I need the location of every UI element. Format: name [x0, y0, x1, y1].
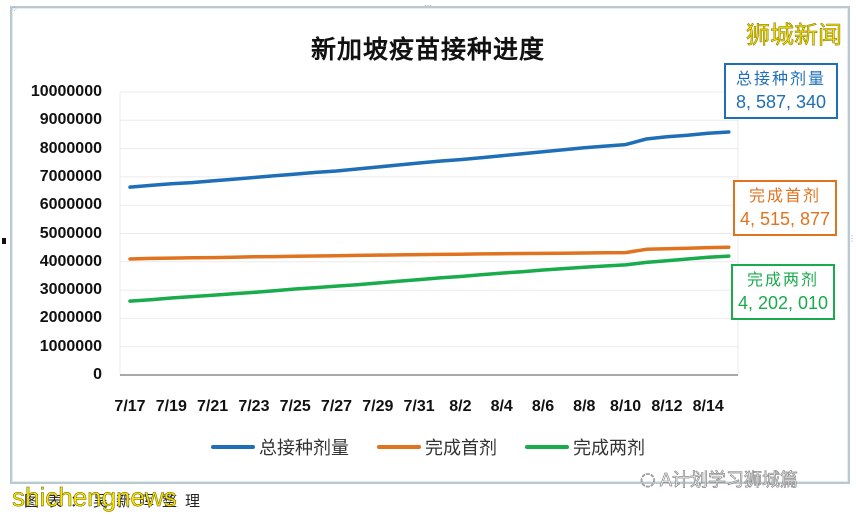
y-tick-label: 9000000	[39, 111, 102, 129]
x-tick-label: 7/25	[279, 398, 311, 415]
callout-label: 完成两剂	[746, 270, 819, 289]
brand-logo: 狮城新闻	[746, 21, 843, 50]
watermark-right-text: A计划学习狮城篇	[659, 470, 799, 492]
x-tick-label: 7/17	[114, 398, 146, 415]
series-lines	[128, 130, 731, 303]
x-tick-label: 8/2	[449, 398, 472, 415]
callout-label: 总接种剂量	[735, 69, 826, 88]
legend-label: 总接种剂量	[259, 438, 349, 459]
y-tick-label: 1000000	[39, 337, 102, 355]
gridlines	[119, 91, 739, 375]
resize-handle-left[interactable]	[2, 238, 6, 244]
callout-label: 完成首剂	[748, 186, 821, 205]
series-line	[128, 245, 731, 261]
series-line	[128, 130, 731, 189]
legend-item-two[interactable]: 完成两剂	[525, 434, 645, 460]
y-tick-label: 2000000	[39, 309, 102, 327]
figure-caption: 图表：吴新晖整理	[24, 492, 209, 510]
legend-swatch-icon	[525, 445, 569, 449]
watermark-left: shichengnews	[12, 482, 177, 513]
legend: 总接种剂量 完成首剂 完成两剂	[0, 434, 856, 460]
callout-first-dose: 完成首剂 4, 515, 877	[733, 180, 837, 236]
resize-handle-right[interactable]: ⋮	[848, 234, 856, 243]
x-tick-label: 8/14	[692, 398, 724, 415]
callout-value: 4, 202, 010	[737, 293, 829, 313]
y-tick-label: 7000000	[39, 167, 102, 185]
resize-handle-top-left[interactable]: ⁘	[11, 5, 18, 14]
wechat-icon: ◌	[640, 468, 656, 490]
x-tick-label: 8/12	[651, 398, 683, 415]
legend-label: 完成两剂	[573, 438, 645, 459]
x-tick-label: 8/4	[490, 398, 513, 415]
callout-total-doses: 总接种剂量 8, 587, 340	[724, 63, 838, 119]
resize-handle-top[interactable]: ⋯	[424, 1, 432, 10]
y-tick-label: 6000000	[39, 196, 102, 214]
callout-two-doses: 完成两剂 4, 202, 010	[731, 264, 835, 320]
watermark-right: ◌ A计划学习狮城篇	[640, 466, 799, 492]
chart-title: 新加坡疫苗接种进度	[310, 35, 545, 64]
x-tick-label: 7/31	[403, 398, 435, 415]
legend-item-total[interactable]: 总接种剂量	[211, 434, 349, 460]
series-line	[128, 254, 731, 303]
x-tick-label: 8/10	[610, 398, 642, 415]
y-tick-label: 10000000	[30, 83, 102, 100]
x-tick-label: 7/19	[155, 398, 187, 415]
callout-value: 4, 515, 877	[739, 209, 831, 229]
x-tick-label: 7/29	[362, 398, 394, 415]
y-tick-label: 4000000	[39, 252, 102, 270]
x-tick-label: 7/23	[238, 398, 270, 415]
callout-value: 8, 587, 340	[735, 92, 827, 112]
x-tick-label: 8/6	[531, 398, 555, 415]
x-tick-label: 7/27	[320, 398, 353, 415]
legend-item-first[interactable]: 完成首剂	[377, 434, 497, 460]
y-tick-label: 5000000	[39, 224, 102, 242]
chart-frame[interactable]	[10, 6, 850, 484]
legend-swatch-icon	[377, 445, 421, 449]
x-tick-label: 7/21	[197, 398, 229, 415]
y-tick-label: 0	[93, 366, 102, 383]
legend-swatch-icon	[211, 445, 255, 449]
legend-label: 完成首剂	[425, 438, 497, 459]
y-tick-label: 8000000	[39, 139, 102, 157]
x-tick-label: 8/8	[573, 398, 596, 415]
y-tick-label: 3000000	[39, 281, 102, 299]
